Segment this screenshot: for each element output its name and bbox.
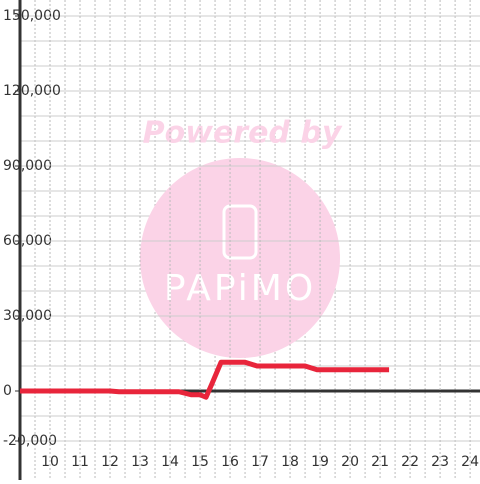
x-tick-label: 21: [371, 454, 389, 470]
x-tick-label: 20: [341, 454, 359, 470]
y-tick-label: 150,000: [3, 8, 61, 24]
watermark-icon: [222, 204, 258, 260]
x-tick-label: 22: [401, 454, 419, 470]
x-tick-label: 15: [191, 454, 209, 470]
y-tick-label: 120,000: [3, 83, 61, 99]
x-tick-label: 12: [101, 454, 119, 470]
x-tick-label: 24: [461, 454, 479, 470]
y-tick-label: 90,000: [3, 158, 52, 174]
watermark-caption: Powered by: [143, 116, 343, 151]
x-tick-label: 13: [131, 454, 149, 470]
line-series: [20, 359, 390, 400]
x-tick-label: 23: [431, 454, 449, 470]
x-tick-label: 14: [161, 454, 179, 470]
y-tick-label: 30,000: [3, 308, 52, 324]
x-tick-label: 18: [281, 454, 299, 470]
x-tick-label: 17: [251, 454, 269, 470]
x-tick-label: 10: [41, 454, 59, 470]
x-tick-label: 19: [311, 454, 329, 470]
y-tick-label: 60,000: [3, 233, 52, 249]
y-tick-label: -20,000: [3, 433, 57, 449]
watermark-logo: PAPiMO: [164, 268, 316, 309]
x-tick-label: 11: [71, 454, 89, 470]
x-tick-label: 16: [221, 454, 239, 470]
y-tick-label: 0: [3, 383, 12, 399]
